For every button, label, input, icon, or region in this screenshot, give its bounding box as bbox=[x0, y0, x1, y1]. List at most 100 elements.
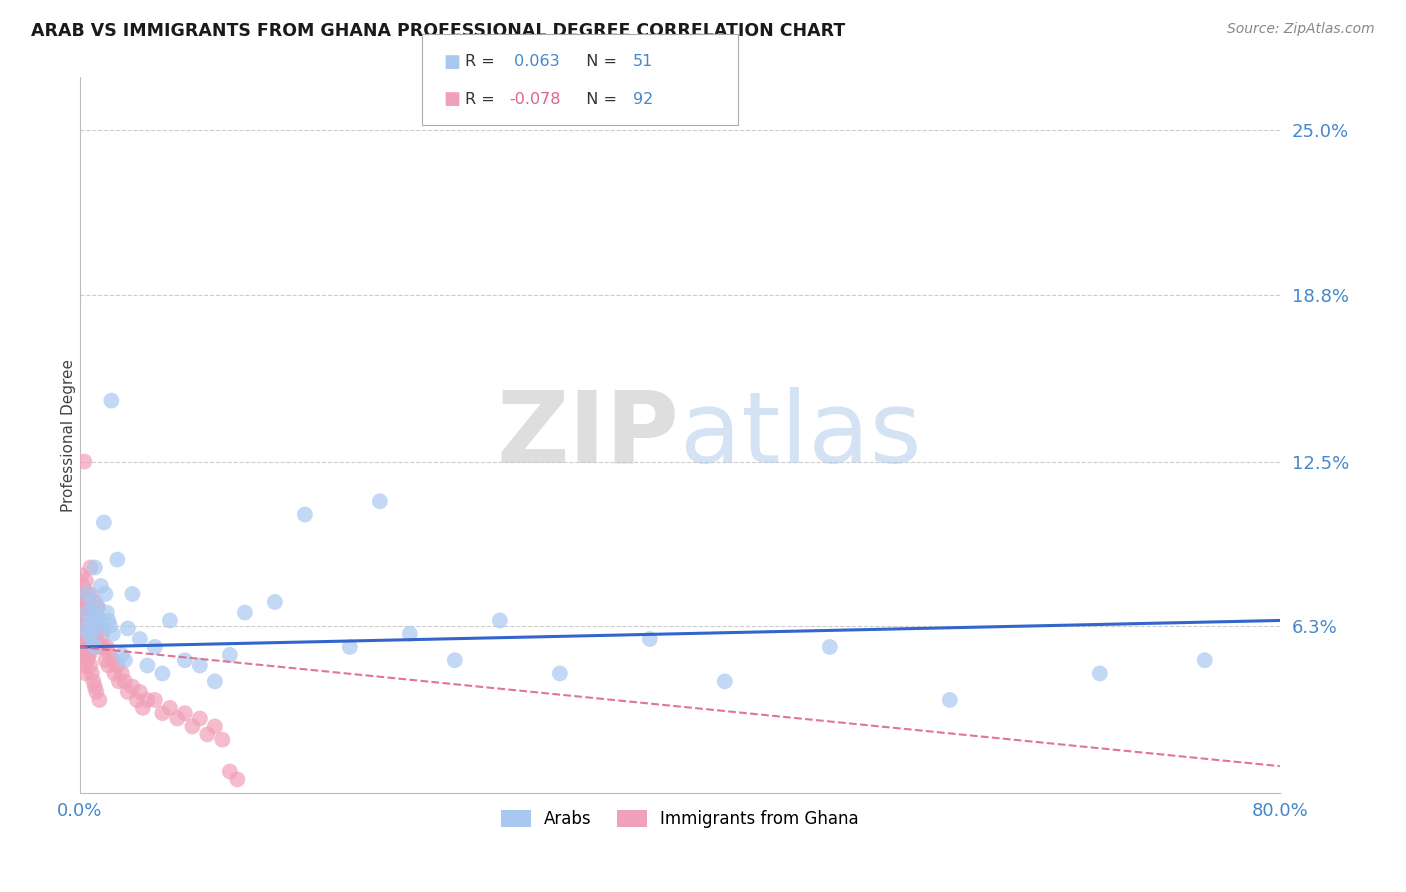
Point bbox=[91, 622, 114, 636]
Point bbox=[76, 587, 98, 601]
Point bbox=[79, 614, 101, 628]
Point bbox=[82, 619, 104, 633]
Point bbox=[86, 685, 108, 699]
Point bbox=[76, 653, 98, 667]
Point bbox=[83, 595, 105, 609]
Point bbox=[90, 579, 112, 593]
Point bbox=[103, 666, 125, 681]
Point bbox=[79, 560, 101, 574]
Point bbox=[108, 674, 131, 689]
Point bbox=[121, 680, 143, 694]
Point bbox=[77, 648, 100, 662]
Point bbox=[82, 606, 104, 620]
Point bbox=[818, 640, 841, 654]
Point bbox=[86, 632, 108, 646]
Point bbox=[98, 648, 121, 662]
Point bbox=[128, 685, 150, 699]
Point bbox=[89, 693, 111, 707]
Point bbox=[97, 614, 120, 628]
Point bbox=[76, 640, 98, 654]
Text: R =: R = bbox=[465, 92, 501, 106]
Point bbox=[83, 626, 105, 640]
Point bbox=[488, 614, 510, 628]
Point bbox=[1088, 666, 1111, 681]
Point bbox=[218, 648, 240, 662]
Point bbox=[77, 648, 100, 662]
Y-axis label: Professional Degree: Professional Degree bbox=[62, 359, 76, 511]
Point bbox=[75, 632, 97, 646]
Point bbox=[96, 606, 118, 620]
Point bbox=[75, 648, 97, 662]
Point bbox=[218, 764, 240, 779]
Point bbox=[132, 701, 155, 715]
Text: N =: N = bbox=[576, 92, 623, 106]
Point bbox=[75, 632, 97, 646]
Point bbox=[87, 600, 110, 615]
Point bbox=[79, 587, 101, 601]
Point bbox=[70, 606, 93, 620]
Point bbox=[76, 600, 98, 615]
Point bbox=[77, 622, 100, 636]
Point bbox=[76, 606, 98, 620]
Point bbox=[80, 640, 103, 654]
Point bbox=[80, 666, 103, 681]
Point bbox=[73, 626, 96, 640]
Point bbox=[72, 600, 94, 615]
Point bbox=[77, 606, 100, 620]
Point bbox=[128, 632, 150, 646]
Point bbox=[73, 648, 96, 662]
Point bbox=[91, 626, 114, 640]
Point bbox=[76, 640, 98, 654]
Point bbox=[204, 674, 226, 689]
Point bbox=[136, 658, 159, 673]
Point bbox=[73, 454, 96, 468]
Point bbox=[73, 626, 96, 640]
Point bbox=[638, 632, 661, 646]
Point bbox=[72, 632, 94, 646]
Point bbox=[77, 632, 100, 646]
Point bbox=[86, 614, 108, 628]
Point bbox=[75, 666, 97, 681]
Point bbox=[159, 614, 181, 628]
Point bbox=[150, 666, 173, 681]
Text: ■: ■ bbox=[443, 90, 460, 108]
Point bbox=[233, 606, 256, 620]
Point bbox=[204, 719, 226, 733]
Point bbox=[159, 701, 181, 715]
Text: R =: R = bbox=[465, 54, 501, 69]
Point bbox=[101, 626, 124, 640]
Point bbox=[105, 552, 128, 566]
Point bbox=[117, 622, 139, 636]
Text: 0.063: 0.063 bbox=[509, 54, 560, 69]
Point bbox=[226, 772, 249, 787]
Text: atlas: atlas bbox=[681, 386, 921, 483]
Text: ARAB VS IMMIGRANTS FROM GHANA PROFESSIONAL DEGREE CORRELATION CHART: ARAB VS IMMIGRANTS FROM GHANA PROFESSION… bbox=[31, 22, 845, 40]
Point bbox=[93, 640, 115, 654]
Point bbox=[714, 674, 737, 689]
Point bbox=[125, 693, 148, 707]
Point bbox=[181, 719, 204, 733]
Point bbox=[195, 727, 218, 741]
Point bbox=[80, 614, 103, 628]
Point bbox=[72, 622, 94, 636]
Point bbox=[1194, 653, 1216, 667]
Point bbox=[173, 653, 195, 667]
Point bbox=[398, 626, 420, 640]
Point bbox=[150, 706, 173, 721]
Point bbox=[80, 626, 103, 640]
Point bbox=[263, 595, 285, 609]
Text: ZIP: ZIP bbox=[496, 386, 681, 483]
Point bbox=[72, 614, 94, 628]
Point bbox=[83, 560, 105, 574]
Point bbox=[76, 626, 98, 640]
Point bbox=[166, 711, 188, 725]
Point bbox=[94, 587, 117, 601]
Text: Source: ZipAtlas.com: Source: ZipAtlas.com bbox=[1227, 22, 1375, 37]
Point bbox=[443, 653, 465, 667]
Point bbox=[83, 614, 105, 628]
Point bbox=[79, 640, 101, 654]
Point bbox=[73, 587, 96, 601]
Point bbox=[70, 587, 93, 601]
Point bbox=[83, 640, 105, 654]
Point bbox=[83, 680, 105, 694]
